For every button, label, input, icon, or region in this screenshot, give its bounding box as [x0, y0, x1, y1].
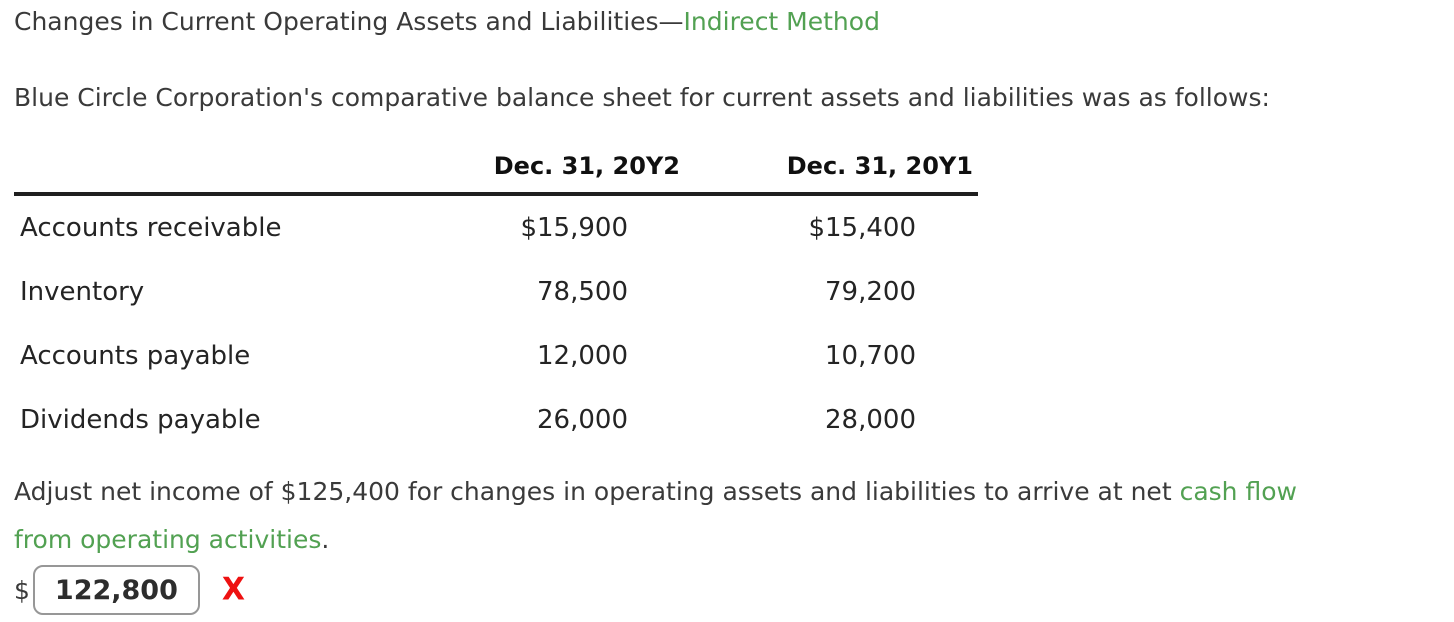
- table-row: Accounts payable 12,000 10,700: [14, 324, 978, 388]
- row-label: Accounts payable: [20, 341, 251, 371]
- column-header-blank: [14, 151, 443, 196]
- page-title: Changes in Current Operating Assets and …: [14, 7, 1440, 37]
- row-value-y1: $15,400: [808, 213, 916, 243]
- column-header-dec31-20y1: Dec. 31, 20Y1: [696, 151, 978, 196]
- instruction-line1: Adjust net income of $125,400 for change…: [14, 477, 1180, 506]
- page-root: Changes in Current Operating Assets and …: [0, 7, 1454, 616]
- table-row: Inventory 78,500 79,200: [14, 260, 978, 324]
- table-row: Dividends payable 26,000 28,000: [14, 388, 978, 452]
- instruction-link-from-operating-activities[interactable]: from operating activities: [14, 525, 322, 554]
- column-header-dec31-20y2: Dec. 31, 20Y2: [443, 151, 696, 196]
- intro-text: Blue Circle Corporation's comparative ba…: [14, 83, 1270, 112]
- row-value-y2: 26,000: [537, 405, 628, 435]
- row-value-y1: 79,200: [825, 277, 916, 307]
- answer-input[interactable]: [32, 565, 200, 615]
- instruction-link-cash-flow[interactable]: cash flow: [1179, 477, 1297, 506]
- row-value-y1: 28,000: [825, 405, 916, 435]
- incorrect-icon: X: [221, 571, 246, 608]
- row-value-y1: 10,700: [825, 341, 916, 371]
- currency-symbol: $: [14, 575, 30, 605]
- row-label: Dividends payable: [20, 405, 261, 435]
- row-label: Accounts receivable: [20, 213, 282, 243]
- balance-sheet-table: Dec. 31, 20Y2 Dec. 31, 20Y1 Accounts rec…: [14, 151, 978, 452]
- table-header-row: Dec. 31, 20Y2 Dec. 31, 20Y1: [14, 151, 978, 196]
- instruction-text: Adjust net income of $125,400 for change…: [14, 468, 1440, 564]
- instruction-period: .: [321, 525, 330, 554]
- row-value-y2: $15,900: [520, 213, 628, 243]
- table-row: Accounts receivable $15,900 $15,400: [14, 194, 978, 260]
- answer-row: $ X: [14, 564, 1440, 616]
- row-label: Inventory: [20, 277, 145, 307]
- page-title-text: Changes in Current Operating Assets and …: [14, 7, 684, 36]
- row-value-y2: 78,500: [537, 277, 628, 307]
- row-value-y2: 12,000: [537, 341, 628, 371]
- title-link-indirect-method[interactable]: Indirect Method: [683, 7, 880, 36]
